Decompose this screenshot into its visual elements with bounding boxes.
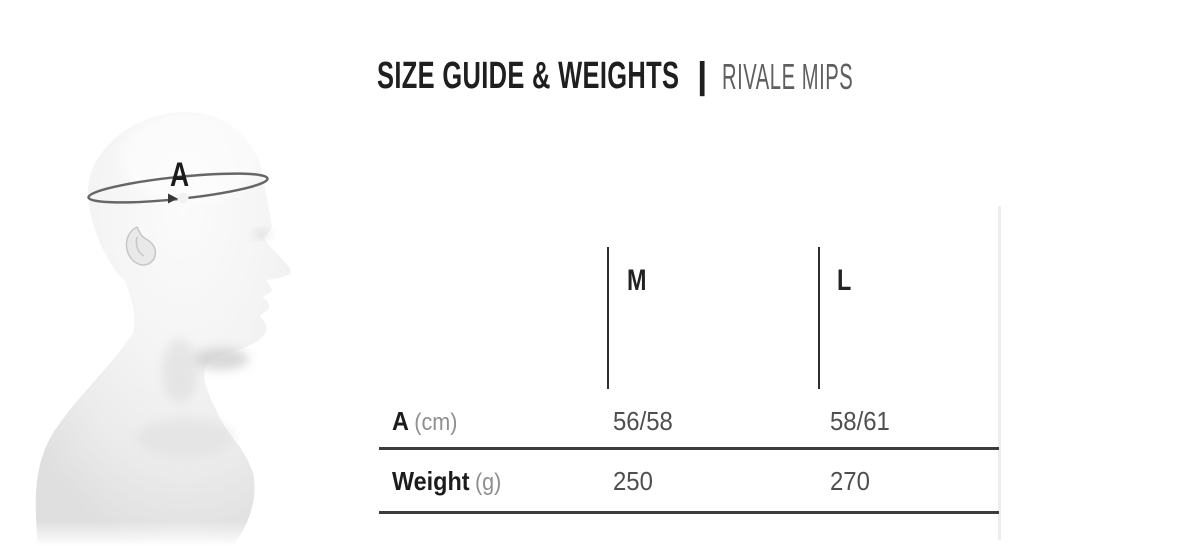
- table-right-edge: [998, 206, 1001, 540]
- cell-weight-m: 250: [613, 466, 653, 496]
- ear-inner-line: [135, 236, 145, 257]
- column-header-m: M: [627, 264, 647, 297]
- column-header-l: L: [837, 264, 852, 297]
- cell-weight-l: 270: [830, 466, 870, 496]
- row-divider: [379, 447, 999, 450]
- row-label-text: A: [392, 406, 409, 436]
- neck-shading: [162, 339, 198, 403]
- cell-circumference-m: 56/58: [613, 406, 673, 436]
- figure-fade: [25, 433, 335, 546]
- band-arrowhead-icon: [168, 193, 178, 204]
- head-measurement-figure: A: [25, 112, 335, 546]
- table-bottom-rule: [379, 511, 999, 514]
- row-label-weight: Weight (g): [392, 466, 501, 498]
- ear: [125, 226, 157, 266]
- row-unit-text: (cm): [414, 409, 458, 436]
- cell-circumference-l: 58/61: [830, 406, 890, 436]
- row-unit-text: (g): [474, 469, 502, 496]
- page-title: SIZE GUIDE & WEIGHTS: [377, 55, 680, 97]
- row-label-text: Weight: [392, 466, 470, 496]
- product-name: RIVALE MIPS: [722, 56, 854, 97]
- eye-shading: [254, 230, 270, 238]
- measurement-label: A: [170, 156, 189, 194]
- row-label-circumference: A (cm): [392, 406, 457, 438]
- column-divider-m: [607, 247, 609, 389]
- title-separator: |: [697, 55, 708, 96]
- band-gap: [177, 192, 189, 204]
- jaw-shading: [193, 348, 249, 370]
- column-divider-l: [818, 247, 820, 389]
